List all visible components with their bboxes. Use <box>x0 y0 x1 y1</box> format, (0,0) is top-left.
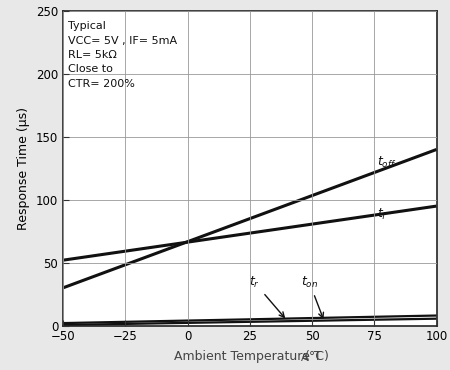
Text: A: A <box>301 353 308 363</box>
Text: $t_f$: $t_f$ <box>377 207 388 222</box>
Text: Typical
VCC= 5V , IF= 5mA
RL= 5kΩ
Close to
CTR= 200%: Typical VCC= 5V , IF= 5mA RL= 5kΩ Close … <box>68 21 177 89</box>
Y-axis label: Response Time (μs): Response Time (μs) <box>18 107 30 230</box>
Text: $t_{on}$: $t_{on}$ <box>301 275 324 318</box>
Text: $t_{off}$: $t_{off}$ <box>377 155 396 169</box>
Text: Ambient Temperature T: Ambient Temperature T <box>174 350 321 363</box>
Text: (°C): (°C) <box>305 350 330 363</box>
Text: $t_r$: $t_r$ <box>249 275 284 317</box>
